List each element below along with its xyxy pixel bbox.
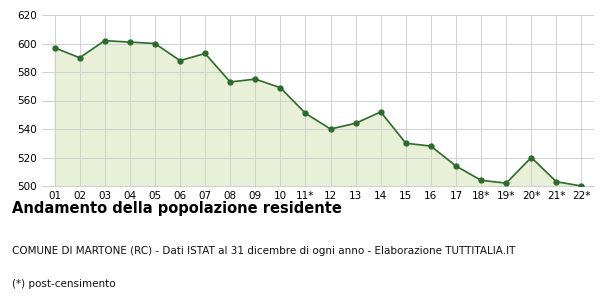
Text: (*) post-censimento: (*) post-censimento xyxy=(12,279,116,289)
Text: COMUNE DI MARTONE (RC) - Dati ISTAT al 31 dicembre di ogni anno - Elaborazione T: COMUNE DI MARTONE (RC) - Dati ISTAT al 3… xyxy=(12,246,515,256)
Text: Andamento della popolazione residente: Andamento della popolazione residente xyxy=(12,201,342,216)
